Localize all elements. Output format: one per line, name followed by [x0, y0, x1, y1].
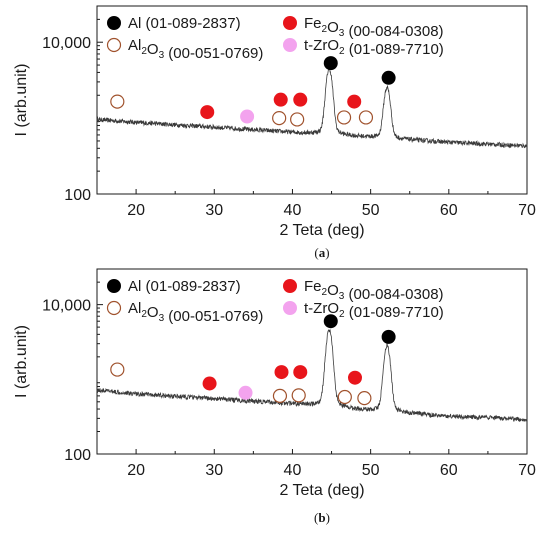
phase-marker-al2o3 [336, 110, 352, 125]
x-tick-label: 50 [362, 462, 380, 479]
phase-marker-fe2o3 [200, 105, 215, 120]
xrd-trace [96, 66, 528, 149]
phase-marker-al2o3 [357, 391, 372, 406]
plot-frame [96, 5, 528, 195]
x-tick-label: 20 [127, 462, 145, 479]
legend-marker [283, 16, 297, 30]
legend-entry: Fe2O3 (00-084-0308) [283, 15, 444, 40]
phase-marker-t-zro2 [240, 109, 255, 124]
legend-entry: Al (01-089-2837) [107, 278, 241, 295]
phase-marker-fe2o3 [202, 376, 217, 391]
y-tick-label: 10,000 [42, 298, 91, 315]
x-axis-title: 2 Teta (deg) [279, 482, 364, 499]
legend-marker [107, 16, 121, 30]
phase-marker-al2o3 [110, 94, 125, 109]
phase-marker-al2o3 [337, 389, 352, 405]
phase-marker-al2o3 [290, 112, 305, 127]
legend-marker [107, 279, 121, 293]
phase-marker-al [381, 329, 396, 344]
x-tick-label: 30 [205, 202, 223, 219]
phase-marker-fe2o3 [293, 365, 308, 380]
phase-marker-al [381, 70, 396, 85]
phase-marker-al2o3 [110, 362, 125, 377]
x-tick-label: 70 [518, 462, 536, 479]
legend-label: Al2O3 (00-051-0769) [128, 300, 263, 325]
phase-marker-al2o3 [358, 110, 374, 125]
phase-marker-al [323, 56, 338, 71]
phase-marker-al2o3 [272, 388, 288, 403]
y-axis-title: I (arb.unit) [13, 325, 30, 398]
legend-entry: Al2O3 (00-051-0769) [106, 37, 263, 62]
legend-label: Al2O3 (00-051-0769) [128, 37, 263, 62]
x-tick-label: 40 [284, 202, 302, 219]
plot-frame [96, 268, 528, 455]
xrd-panel-b: 20 30 40 50 60 70 100 10,000 2 Teta (deg) I (arb.… [13, 268, 536, 525]
phase-marker-fe2o3 [348, 370, 362, 385]
x-tick-label: 40 [284, 462, 302, 479]
legend-entry: t-ZrO2 (01-089-7710) [283, 300, 444, 321]
legend-label: Fe2O3 (00-084-0308) [304, 278, 444, 303]
y-tick-label: 10,000 [42, 35, 91, 52]
x-axis-title: 2 Teta (deg) [279, 222, 364, 239]
legend-label: t-ZrO2 (01-089-7710) [304, 300, 444, 321]
legend-marker [283, 279, 297, 293]
legend-entry: t-ZrO2 (01-089-7710) [283, 37, 444, 58]
legend-entry: Al2O3 (00-051-0769) [106, 300, 263, 325]
phase-marker-al [323, 314, 338, 329]
legend-entry: Al (01-089-2837) [107, 15, 241, 32]
legend-marker [283, 301, 297, 315]
x-tick-label: 50 [362, 202, 380, 219]
phase-marker-t-zro2 [238, 385, 253, 400]
x-tick-label: 60 [440, 462, 458, 479]
legend-label: Al (01-089-2837) [128, 278, 241, 295]
phase-marker-fe2o3 [273, 92, 288, 107]
phase-marker-al2o3 [272, 111, 287, 126]
legend-marker [106, 37, 122, 53]
y-tick-label: 100 [64, 447, 91, 464]
phase-marker-fe2o3 [274, 365, 289, 380]
phase-marker-fe2o3 [347, 94, 362, 109]
phase-marker-al2o3 [291, 388, 306, 403]
panel-label: (a) [314, 245, 329, 260]
panel-label: (b) [314, 510, 330, 525]
x-tick-label: 70 [518, 202, 536, 219]
xrd-trace [96, 329, 528, 423]
y-tick-label: 100 [64, 187, 91, 204]
x-tick-label: 30 [205, 462, 223, 479]
legend-marker [106, 300, 122, 316]
x-tick-label: 20 [127, 202, 145, 219]
legend-label: Fe2O3 (00-084-0308) [304, 15, 444, 40]
x-tick-label: 60 [440, 202, 458, 219]
xrd-panel-a: 20 30 40 50 60 70 100 10,000 2 Teta (deg) I (arb.… [13, 5, 536, 260]
legend-entry: Fe2O3 (00-084-0308) [283, 278, 444, 303]
phase-marker-fe2o3 [293, 92, 308, 107]
y-axis-title: I (arb.unit) [13, 64, 30, 137]
legend-label: Al (01-089-2837) [128, 15, 241, 32]
legend-marker [283, 38, 297, 52]
legend-label: t-ZrO2 (01-089-7710) [304, 37, 444, 58]
